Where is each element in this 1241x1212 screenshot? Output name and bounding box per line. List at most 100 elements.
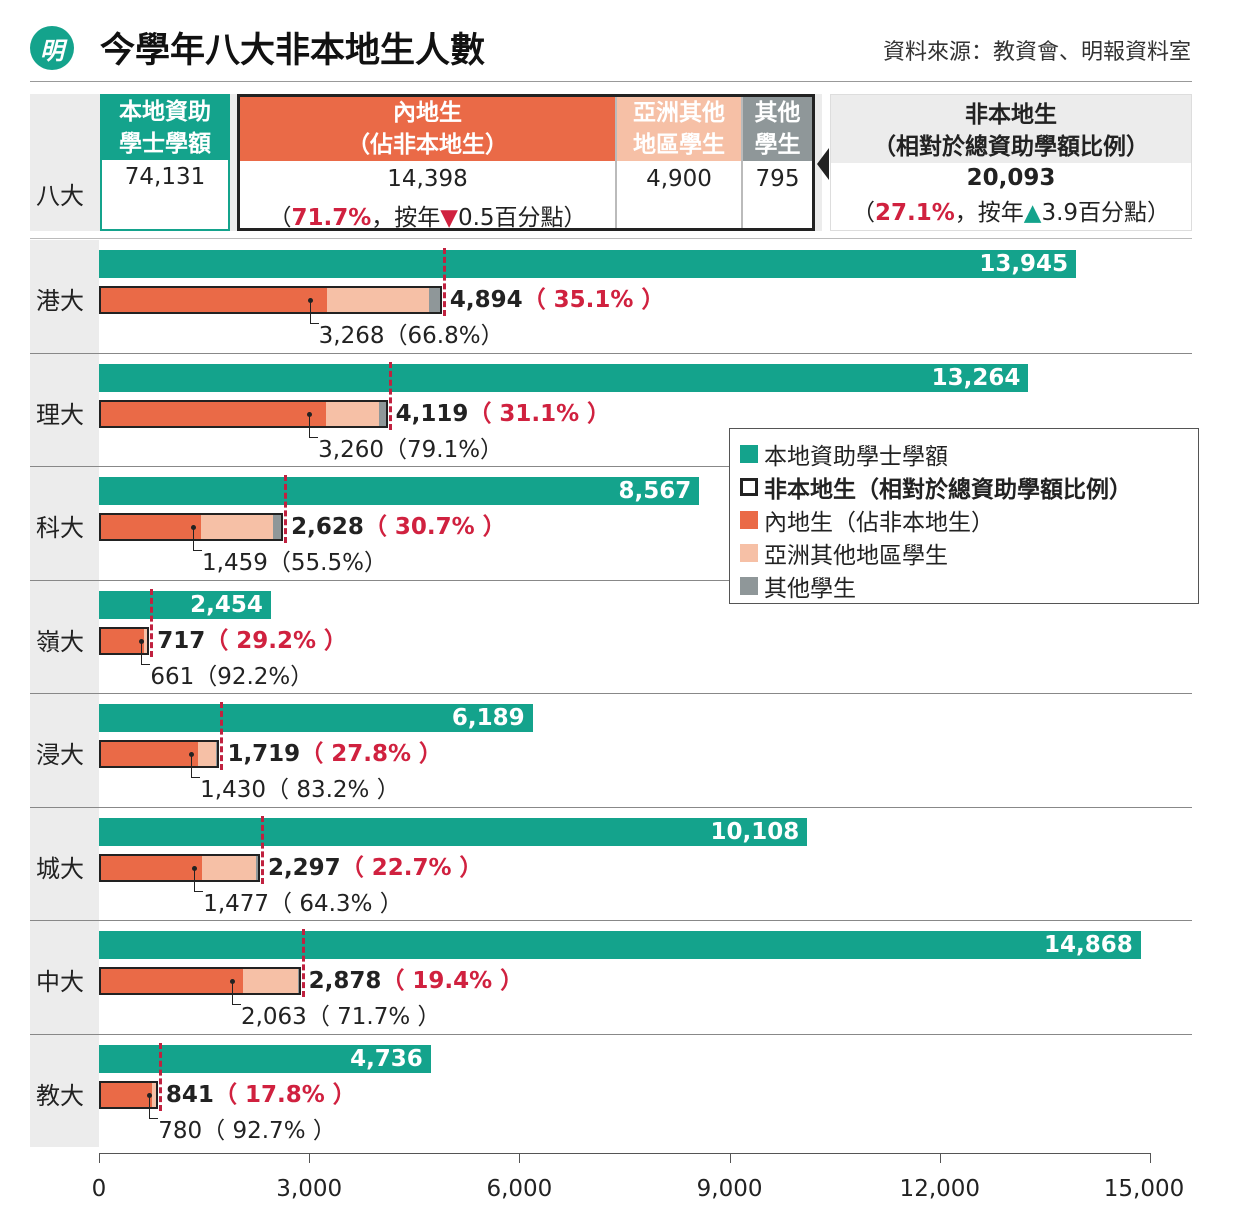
mainland-value-label: 1,477（ 64.3% ） (203, 890, 403, 917)
summary-local-box: 本地資助 學士學額 74,131 (100, 94, 230, 231)
legend-label-mainland: 內地生（佔非本地生） (764, 510, 994, 536)
row-separator (30, 238, 1192, 239)
nonlocal-value-label: 717（ 29.2% ） (157, 627, 347, 655)
mainland-leader-line (141, 641, 151, 665)
bar-segment-asia (197, 742, 217, 766)
x-axis-tick (939, 1153, 941, 1163)
mainland-leader-line (149, 1095, 159, 1119)
summary-asia-header: 亞洲其他 地區學生 (617, 97, 741, 161)
nonlocal-value-label: 2,628（ 30.7% ） (291, 513, 506, 541)
summary-local-header: 本地資助 學士學額 (102, 96, 228, 160)
nonlocal-marker-line (158, 1042, 162, 1111)
summary-total-change: （27.1%，按年▲3.9百分點） (831, 191, 1191, 227)
summary-total-pct-open: （ (851, 200, 875, 226)
nonlocal-count: 841 (165, 1081, 214, 1108)
legend-label-nonlocal: 非本地生（相對於總資助學額比例） (764, 477, 1132, 503)
university-label: 港大 (36, 287, 84, 315)
nonlocal-marker-line (220, 702, 224, 770)
mainland-leader-line (191, 755, 201, 778)
row-separator (30, 920, 1192, 921)
summary-total-box: 非本地生 （相對於總資助學額比例） 20,093 （27.1%，按年▲3.9百分… (830, 94, 1192, 231)
nonlocal-pct: （ 31.1% ） (468, 400, 611, 427)
bar-local: 8,567 (99, 477, 700, 505)
x-axis-tick (729, 1153, 731, 1163)
bar-local-value: 6,189 (451, 705, 525, 731)
bar-segment-asia (151, 1082, 156, 1107)
bar-local: 13,945 (99, 250, 1077, 278)
summary-divider (741, 97, 743, 228)
legend-label-other: 其他學生 (764, 576, 856, 602)
bar-local-value: 4,736 (350, 1045, 423, 1072)
legend-swatch-mainland (740, 511, 758, 529)
bar-local: 2,454 (99, 590, 271, 619)
bar-segment-asia (242, 969, 298, 993)
bar-segment-mainland (101, 515, 201, 539)
up-triangle-icon: ▲ (1023, 200, 1042, 226)
mainland-leader-line (231, 982, 241, 1005)
nonlocal-marker-line (284, 475, 288, 543)
mainland-value-label: 661（92.2%） (150, 663, 314, 690)
nonlocal-pct: （ 19.4% ） (381, 968, 524, 994)
university-label: 理大 (36, 400, 84, 429)
summary-asia-value: 4,900 (646, 166, 712, 192)
bar-segment-asia (201, 855, 256, 880)
bar-local: 14,868 (99, 931, 1141, 959)
nonlocal-pct: （ 30.7% ） (363, 514, 506, 540)
nonlocal-marker-line (388, 361, 392, 430)
bar-segment-other (297, 969, 299, 993)
nonlocal-marker-line (260, 815, 264, 884)
summary-local-value: 74,131 (124, 164, 206, 190)
x-axis-tick-label: 0 (91, 1176, 107, 1202)
bar-local: 4,736 (99, 1044, 431, 1073)
bar-segment-mainland (101, 401, 327, 426)
mainland-pointer-dot (191, 525, 197, 530)
summary-other-value: 795 (755, 166, 800, 192)
summary-mainland-pct: 71.7% (291, 205, 372, 231)
row-label-bg (30, 1034, 99, 1147)
legend-item-other: 其他學生 (740, 569, 856, 603)
summary-total-pct: 27.1% (874, 200, 955, 226)
bar-nonlocal (99, 286, 442, 314)
summary-total-change-post: 3.9百分點） (1041, 200, 1171, 226)
bar-segment-asia (326, 401, 379, 426)
summary-divider (615, 97, 617, 228)
nonlocal-marker-line (150, 588, 154, 657)
legend-swatch-other (740, 577, 758, 595)
mainland-leader-line (309, 414, 319, 438)
legend-swatch-asia (740, 544, 758, 562)
bar-segment-mainland (101, 742, 198, 766)
bar-segment-mainland (101, 855, 202, 880)
legend-item-nonlocal: 非本地生（相對於總資助學額比例） (740, 470, 1132, 504)
bar-local-value: 10,108 (710, 818, 800, 845)
legend-swatch-nonlocal (740, 478, 758, 496)
row-label-bg (30, 807, 99, 920)
mainland-pointer-dot (189, 752, 195, 757)
summary-other-header: 其他 學生 (743, 97, 812, 161)
summary-mainland-change-post: 0.5百分點） (457, 205, 587, 231)
row-separator (30, 806, 1192, 808)
bar-local: 10,108 (99, 817, 808, 846)
nonlocal-count: 4,894 (449, 287, 523, 313)
nonlocal-pct: （ 17.8% ） (213, 1081, 356, 1108)
row-label-bg (30, 467, 99, 580)
legend-label-local: 本地資助學士學額 (764, 444, 948, 470)
bar-nonlocal (99, 626, 150, 655)
x-axis-line (99, 1153, 1151, 1154)
mainland-leader-line (309, 301, 319, 324)
nonlocal-count: 4,119 (395, 400, 469, 427)
row-label-bg (30, 921, 99, 1034)
mingpao-logo: 明 (30, 26, 74, 70)
bar-segment-asia (201, 515, 273, 539)
bar-segment-asia (327, 288, 429, 312)
legend-item-mainland: 內地生（佔非本地生） (740, 503, 994, 537)
bar-segment-other (378, 401, 386, 426)
row-label-bg (30, 353, 99, 466)
x-axis-tick-label: 9,000 (696, 1176, 763, 1202)
down-triangle-icon: ▼ (440, 205, 458, 231)
bar-local-value: 8,567 (618, 478, 692, 504)
pointer-triangle-icon (817, 148, 829, 180)
bar-segment-mainland (101, 628, 144, 653)
nonlocal-value-label: 4,119（ 31.1% ） (396, 400, 611, 428)
nonlocal-count: 717 (157, 627, 206, 654)
mainland-value-label: 1,459（55.5%） (202, 550, 387, 576)
